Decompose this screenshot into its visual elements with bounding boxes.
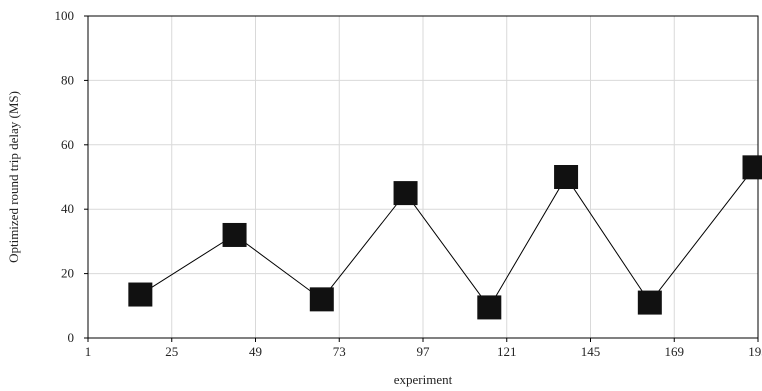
x-tick-label: 49: [249, 344, 262, 359]
x-tick-label: 25: [165, 344, 178, 359]
x-tick-label: 145: [581, 344, 601, 359]
x-tick-label: 169: [665, 344, 685, 359]
y-axis-ticks: 0 20 40 60 80 100: [55, 8, 88, 345]
data-point: [637, 290, 662, 315]
x-tick-label: 1: [85, 344, 92, 359]
data-point: [393, 181, 418, 206]
series: [128, 155, 762, 320]
y-tick-label: 40: [61, 201, 74, 216]
x-tick-label: 97: [417, 344, 431, 359]
x-tick-label: 121: [497, 344, 517, 359]
data-point: [128, 282, 153, 307]
series-line: [140, 167, 755, 309]
y-tick-label: 0: [68, 330, 75, 345]
x-tick-label: 73: [333, 344, 346, 359]
y-axis-title: Optimized round trip delay (MS): [6, 91, 21, 263]
x-axis-ticks: 1 25 49 73 97 121 145 169 193: [85, 338, 762, 359]
x-tick-label: 193: [748, 344, 762, 359]
y-tick-label: 100: [55, 8, 75, 23]
data-point: [309, 287, 334, 312]
data-point: [554, 165, 579, 189]
y-tick-label: 80: [61, 72, 74, 87]
y-tick-label: 20: [61, 266, 74, 281]
data-point: [477, 295, 502, 320]
y-tick-label: 60: [61, 137, 74, 152]
data-point: [222, 222, 247, 247]
grid: [88, 16, 758, 338]
x-axis-title: experiment: [394, 372, 453, 387]
data-point: [742, 155, 762, 180]
